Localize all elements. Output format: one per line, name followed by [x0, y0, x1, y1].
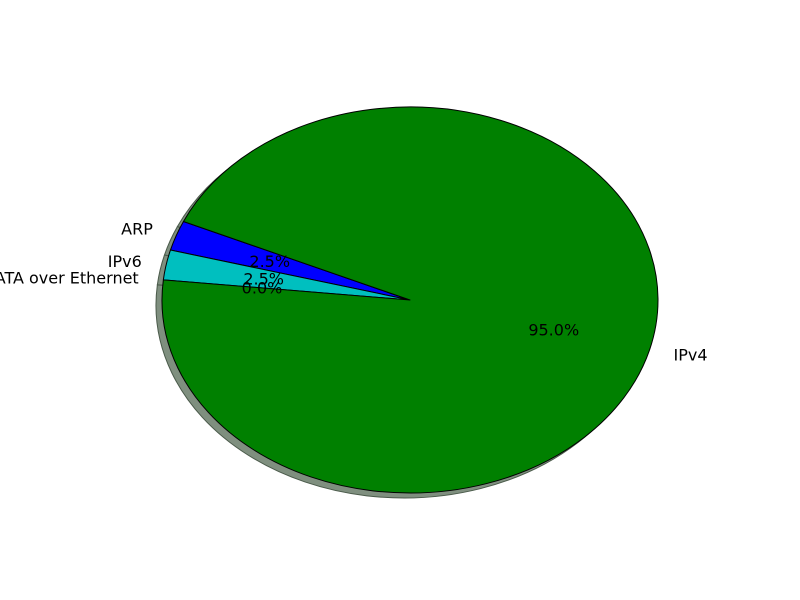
slice-label-ata-over-ethernet: ATA over Ethernet	[0, 268, 139, 287]
slice-label-arp: ARP	[121, 220, 153, 239]
percent-label-ata-over-ethernet: 0.0%	[242, 278, 283, 297]
percent-label-ipv6: 2.5%	[243, 269, 284, 288]
pie-label-layer: ARP 2.5% IPv6 2.5% ATA over Ethernet 0.0% IPv4…	[0, 220, 708, 365]
slice-label-ipv6: IPv6	[108, 252, 142, 271]
slice-label-ipv4: IPv4	[674, 345, 708, 364]
percent-label-arp: 2.5%	[249, 252, 290, 271]
pie-slice-layer	[161, 106, 659, 494]
percent-label-ipv4: 95.0%	[528, 320, 579, 339]
pie-slice-ipv4	[161, 106, 659, 494]
